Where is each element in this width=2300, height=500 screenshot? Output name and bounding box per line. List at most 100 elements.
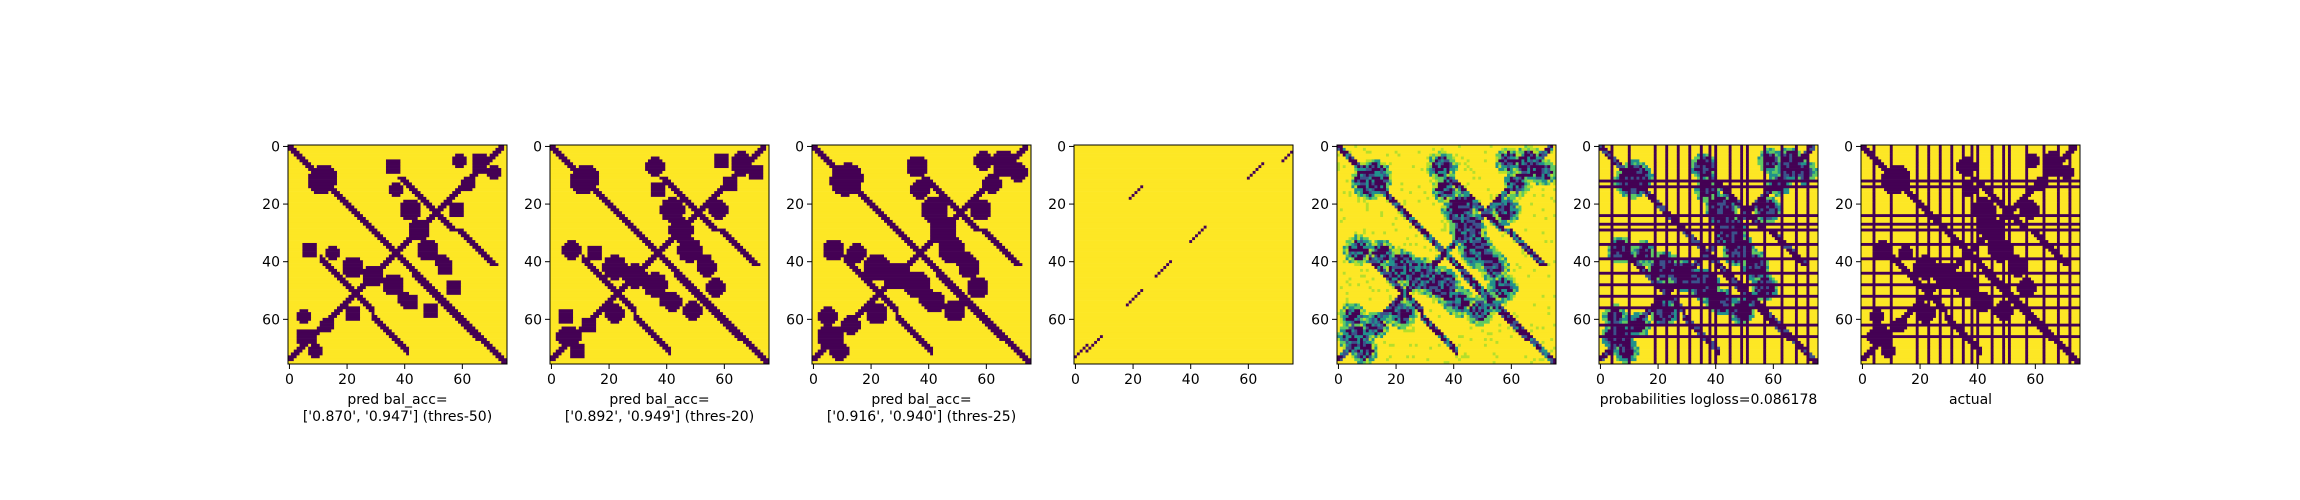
heatmap-cell-run xyxy=(1544,147,1551,152)
heatmap-cell-run xyxy=(915,251,925,255)
heatmap-cell-run xyxy=(694,219,704,224)
heatmap-cell-run xyxy=(1443,191,1453,195)
heatmap-cell-run xyxy=(339,303,349,307)
heatmap-cell-run xyxy=(1509,211,1514,215)
heatmap-cell-run xyxy=(469,234,508,238)
heatmap-cell-run xyxy=(1547,182,1551,186)
heatmap-cell-run xyxy=(1780,159,1790,163)
heatmap-cell-run xyxy=(1527,355,1545,359)
heatmap-cell-run xyxy=(1481,242,1488,247)
heatmap-cell-run xyxy=(947,211,957,215)
heatmap-cell-run xyxy=(1691,156,1695,160)
heatmap-cell-run xyxy=(863,179,917,183)
heatmap-cell-run xyxy=(1455,283,1459,287)
heatmap-cell-run xyxy=(1446,277,1450,281)
heatmap-cell-run xyxy=(400,179,410,183)
heatmap-cell-run xyxy=(311,312,332,316)
heatmap-cell-run xyxy=(1365,268,1369,273)
heatmap-cell-run xyxy=(288,205,346,209)
heatmap-cell-run xyxy=(728,156,732,160)
heatmap-cell-run xyxy=(1541,182,1545,186)
heatmap-cell-run xyxy=(1374,320,1378,324)
heatmap-cell-run xyxy=(1374,254,1378,258)
heatmap-cell-run xyxy=(339,248,390,252)
heatmap-cell-run xyxy=(1544,159,1548,163)
heatmap-cell-run xyxy=(1391,320,1395,324)
heatmap-cell-run xyxy=(766,145,770,149)
heatmap-cell-run xyxy=(1394,303,1398,307)
heatmap-cell-run xyxy=(624,303,634,307)
heatmap-cell-run xyxy=(1486,286,1493,290)
heatmap-cell-run xyxy=(886,315,896,319)
heatmap-cell-run xyxy=(1458,193,1462,198)
heatmap-cell-run xyxy=(501,168,508,172)
heatmap-cell-run xyxy=(1481,237,1485,241)
heatmap-cell-run xyxy=(417,303,424,307)
heatmap-cell-run xyxy=(1360,179,1367,183)
heatmap-cell-run xyxy=(708,297,770,301)
heatmap-cell-run xyxy=(930,228,957,232)
heatmap-cell-run xyxy=(1434,170,1439,175)
heatmap-cell-run xyxy=(892,309,899,313)
heatmap-cell-run xyxy=(1411,219,1418,224)
heatmap-cell-run xyxy=(1365,320,1369,324)
heatmap-cell-run xyxy=(1261,165,1294,169)
heatmap-cell-run xyxy=(714,271,770,275)
heatmap-cell-run xyxy=(1397,315,1401,319)
heatmap-cell-run xyxy=(832,173,865,177)
heatmap-cell-run xyxy=(717,196,770,201)
heatmap-cell-run xyxy=(550,211,614,215)
heatmap-cell-run xyxy=(1544,340,1557,345)
heatmap-cell-run xyxy=(622,300,631,304)
heatmap-cell-run xyxy=(1074,343,1086,348)
heatmap-cell-run xyxy=(1362,306,1387,310)
heatmap-cell-run xyxy=(930,257,942,261)
heatmap-cell-run xyxy=(1527,162,1531,166)
heatmap-cell-run xyxy=(417,196,427,201)
heatmap-cell-run xyxy=(1391,251,1395,255)
heatmap-cell-run xyxy=(380,263,390,267)
heatmap-cell-run xyxy=(1458,349,1540,353)
heatmap-cell-run xyxy=(475,248,485,252)
heatmap-cell-run xyxy=(886,306,891,310)
heatmap-cell-run xyxy=(1374,317,1378,322)
heatmap-cell-run xyxy=(1653,150,1657,154)
heatmap-cell-run xyxy=(1527,150,1531,154)
heatmap-cell-run xyxy=(970,225,980,229)
heatmap-cell-run xyxy=(1391,266,1404,270)
heatmap-cell-run xyxy=(1492,199,1502,203)
heatmap-cell-run xyxy=(1074,217,1294,221)
heatmap-cell-run xyxy=(688,217,698,221)
heatmap-cell-run xyxy=(1411,214,1444,218)
heatmap-cell-run xyxy=(417,188,456,192)
heatmap-cell-run xyxy=(1483,222,1491,226)
heatmap-cell-run xyxy=(1492,338,1525,342)
heatmap-cell-run xyxy=(1789,153,1793,157)
heatmap-cell-run xyxy=(1351,245,1358,250)
heatmap-cell-run xyxy=(1432,297,1439,301)
heatmap-cell-run xyxy=(699,300,712,304)
heatmap-cell-run xyxy=(1452,294,1456,299)
heatmap-cell-run xyxy=(1469,205,1473,209)
heatmap-cell-run xyxy=(1475,257,1479,261)
heatmap-cell-run xyxy=(996,245,1006,250)
heatmap-cell-run xyxy=(1475,248,1485,252)
heatmap-cell-run xyxy=(711,277,721,281)
heatmap-cell-run xyxy=(1377,323,1381,327)
heatmap-cell-run xyxy=(590,191,594,195)
heatmap-cell-run xyxy=(1469,248,1476,252)
heatmap-cell-run xyxy=(1714,156,1718,160)
heatmap-cell-run xyxy=(1357,162,1361,166)
heatmap-cell-run xyxy=(1475,283,1479,287)
heatmap-cell-run xyxy=(1385,326,1390,330)
heatmap-cell-run xyxy=(1357,185,1367,189)
heatmap-cell-run xyxy=(1354,254,1358,258)
heatmap-cell-run xyxy=(409,188,418,192)
heatmap-cell-run xyxy=(1420,291,1424,296)
heatmap-cell-run xyxy=(895,317,905,322)
heatmap-cell-run xyxy=(1541,346,1545,350)
heatmap-cell-run xyxy=(288,228,369,232)
heatmap-cell-run xyxy=(659,343,669,348)
heatmap-cell-run xyxy=(1414,165,1427,169)
heatmap-cell-run xyxy=(1530,188,1542,192)
